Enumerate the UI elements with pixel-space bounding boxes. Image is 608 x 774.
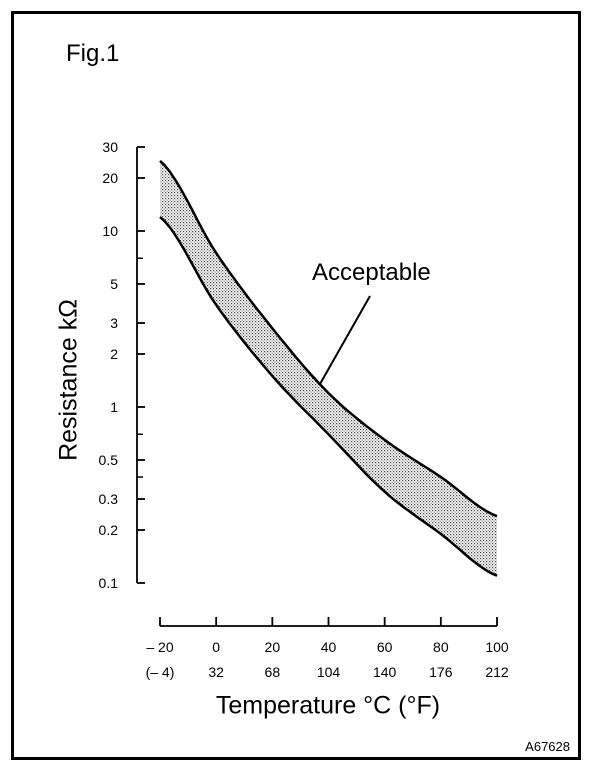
x-tick-label-celsius: 0 [212, 639, 220, 655]
y-tick-label: 0.2 [99, 522, 119, 538]
x-axis: – 20 (– 4) 0 32 20 68 40 104 60 140 80 176 100 212 [146, 617, 509, 680]
y-tick-label: 10 [102, 223, 118, 239]
y-tick-label: 30 [102, 139, 118, 155]
y-tick-label: 0.1 [99, 575, 119, 591]
y-tick-label: 1 [110, 399, 118, 415]
y-axis: 30 20 10 5 3 2 1 0.5 0.3 0.2 0.1 [99, 139, 145, 591]
x-tick-label-fahrenheit: 104 [317, 664, 341, 680]
annotation-leader-line [319, 295, 371, 385]
y-tick-label: 2 [110, 346, 118, 362]
upper-limit-curve [159, 159, 498, 518]
figure-frame [11, 11, 581, 760]
x-tick-label-fahrenheit: 176 [429, 664, 453, 680]
lower-limit-curve [159, 216, 498, 577]
annotation-acceptable: Acceptable [312, 259, 431, 286]
x-tick-label-fahrenheit: (– 4) [146, 664, 175, 680]
x-tick-label-fahrenheit: 212 [485, 664, 509, 680]
figure-code: A67628 [525, 739, 570, 754]
x-tick-label-fahrenheit: 68 [265, 664, 281, 680]
x-tick-label-celsius: 60 [377, 639, 393, 655]
y-tick-label: 5 [110, 276, 118, 292]
acceptable-band [160, 160, 497, 576]
y-tick-label: 0.3 [99, 491, 119, 507]
y-tick-label: 3 [110, 315, 118, 331]
figure-label: Fig.1 [66, 40, 120, 67]
x-tick-label-celsius: 80 [433, 639, 449, 655]
x-tick-label-celsius: – 20 [146, 639, 173, 655]
y-tick-label: 0.5 [99, 452, 119, 468]
y-tick-label: 20 [102, 170, 118, 186]
x-tick-label-fahrenheit: 32 [208, 664, 224, 680]
x-tick-label-fahrenheit: 140 [373, 664, 397, 680]
x-tick-label-celsius: 20 [265, 639, 281, 655]
x-tick-label-celsius: 40 [321, 639, 337, 655]
x-axis-label: Temperature °C (°F) [215, 691, 441, 720]
x-tick-label-celsius: 100 [485, 639, 509, 655]
